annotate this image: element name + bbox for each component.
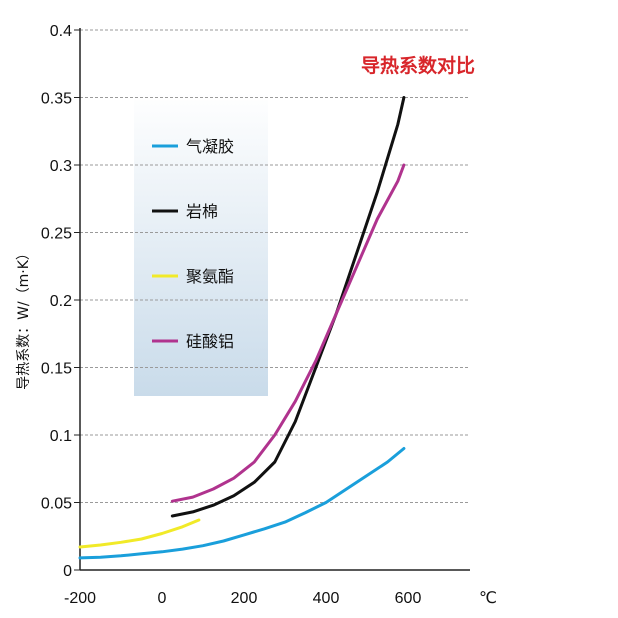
x-tick-label: 400 — [313, 590, 340, 607]
series-line — [78, 518, 201, 549]
x-axis-unit: ℃ — [479, 590, 497, 607]
x-tick-label: -200 — [64, 590, 96, 607]
y-tick-label: 0 — [63, 563, 72, 580]
chart-title: 导热系数对比 — [361, 54, 475, 77]
legend-label: 气凝胶 — [186, 137, 234, 156]
series-line — [170, 96, 406, 518]
legend-background — [134, 92, 268, 396]
y-tick-label: 0.15 — [41, 361, 72, 378]
x-tick-label: 0 — [158, 590, 167, 607]
series-lines — [78, 96, 406, 560]
y-tick-label: 0.35 — [41, 91, 72, 108]
y-tick-label: 0.25 — [41, 226, 72, 243]
x-tick-label: 600 — [395, 590, 422, 607]
series-line — [78, 447, 406, 560]
y-tick-label: 0.1 — [50, 428, 72, 445]
legend-label: 聚氨酯 — [186, 267, 234, 286]
legend-label: 岩棉 — [186, 202, 218, 221]
y-axis-label: 导热系数：W/（m·K） — [16, 246, 32, 390]
series-line — [170, 163, 406, 503]
y-tick-label: 0.4 — [50, 23, 72, 40]
y-tick-label: 0.2 — [50, 293, 72, 310]
x-tick-label: 200 — [231, 590, 258, 607]
y-tick-label: 0.3 — [50, 158, 72, 175]
axes: 0 0.05 0.1 0.15 0.2 0.25 0.3 0.35 0.4 -200 0 200 400… — [41, 23, 470, 607]
legend-label: 硅酸铝 — [186, 332, 234, 351]
y-tick-label: 0.05 — [41, 496, 72, 513]
